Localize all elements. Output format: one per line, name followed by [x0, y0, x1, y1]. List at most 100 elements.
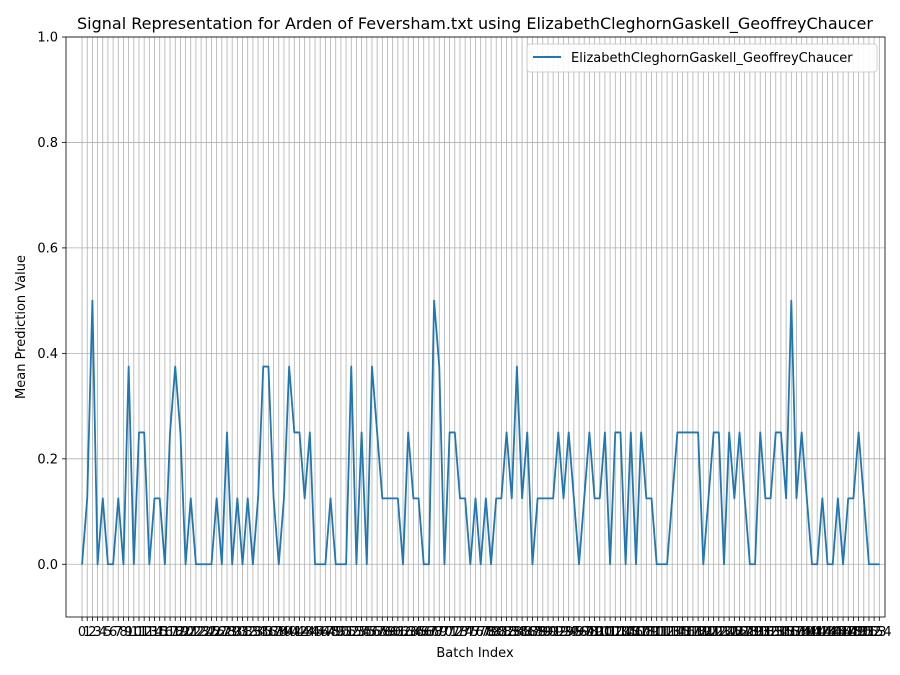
x-tick-label: 153 [862, 625, 887, 640]
x-tick-label: 41 [286, 625, 303, 640]
x-tick-label: 149 [841, 625, 866, 640]
data-point [516, 365, 518, 368]
data-point [231, 563, 233, 565]
data-point [480, 563, 482, 565]
data-point [795, 497, 798, 499]
x-tick-label: 24 [198, 625, 215, 640]
x-tick-label: 7 [114, 625, 122, 640]
x-tick-label: 64 [405, 625, 422, 640]
data-point [148, 563, 150, 565]
data-point [676, 431, 679, 434]
x-tick-label: 145 [820, 625, 845, 640]
data-point [593, 497, 596, 499]
data-point [707, 497, 710, 499]
data-point [640, 431, 642, 434]
x-tick-label: 110 [639, 625, 664, 640]
x-tick-label: 14 [146, 625, 163, 640]
x-tick-label: 32 [239, 625, 256, 640]
legend-box [526, 43, 878, 73]
data-point [583, 497, 585, 499]
data-point [298, 431, 301, 434]
x-tick-label: 96 [571, 625, 588, 640]
x-tick-label: 111 [644, 625, 669, 640]
data-point [759, 431, 761, 434]
x-tick-label: 80 [488, 625, 505, 640]
data-point [449, 431, 451, 434]
data-point [361, 431, 363, 434]
data-point [801, 431, 803, 434]
data-point [221, 563, 223, 565]
x-tick-label: 54 [353, 625, 370, 640]
x-tick-label: 141 [800, 625, 825, 640]
data-point [547, 497, 549, 499]
x-tick-label: 97 [576, 625, 593, 640]
data-point [386, 497, 389, 499]
data-point [329, 497, 332, 499]
data-point [826, 563, 829, 565]
x-tick-label: 52 [343, 625, 360, 640]
data-point [857, 431, 860, 434]
x-tick-label: 42 [291, 625, 308, 640]
x-tick-label: 117 [675, 625, 700, 640]
x-tick-label: 143 [810, 625, 835, 640]
x-tick-label: 36 [260, 625, 277, 640]
y-axis-ticks: 0.0 0.2 0.4 0.6 0.8 1.0 [37, 31, 66, 573]
x-tick-label: 82 [498, 625, 515, 640]
data-point [195, 563, 197, 565]
x-tick-label: 100 [587, 625, 612, 640]
x-tick-label: 2 [88, 625, 96, 640]
chart-title: Signal Representation for Arden of Fever… [77, 14, 873, 34]
data-point [454, 431, 456, 434]
data-point [272, 497, 275, 499]
data-point [371, 365, 373, 368]
data-point [687, 431, 689, 434]
x-tick-label: 59 [379, 625, 396, 640]
x-tick-label: 68 [426, 625, 443, 640]
x-tick-label: 31 [234, 625, 251, 640]
data-point [873, 563, 875, 565]
x-tick-label: 151 [851, 625, 876, 640]
data-point [128, 365, 130, 368]
x-tick-label: 104 [608, 625, 633, 640]
data-point [537, 497, 539, 499]
x-tick-label: 86 [519, 625, 536, 640]
x-tick-label: 112 [649, 625, 674, 640]
x-tick-label: 75 [462, 625, 479, 640]
x-tick-label: 44 [302, 625, 319, 640]
data-point [283, 497, 285, 499]
x-tick-label: 4 [99, 625, 107, 640]
x-tick-label: 134 [763, 625, 788, 640]
data-point [464, 497, 466, 499]
data-point [521, 497, 523, 499]
x-tick-label: 105 [613, 625, 638, 640]
x-tick-label: 121 [696, 625, 721, 640]
data-point [728, 431, 730, 434]
x-tick-label: 84 [509, 625, 526, 640]
x-tick-label: 124 [712, 625, 737, 640]
data-point [335, 563, 337, 565]
x-tick-label: 122 [701, 625, 726, 640]
x-tick-label: 113 [655, 625, 680, 640]
x-tick-label: 102 [598, 625, 623, 640]
data-point [262, 365, 264, 368]
x-tick-label: 65 [410, 625, 427, 640]
x-tick-label: 123 [706, 625, 731, 640]
x-tick-label: 76 [467, 625, 484, 640]
data-point [511, 497, 513, 499]
data-point [133, 563, 135, 565]
data-point [324, 563, 326, 565]
x-tick-label: 78 [478, 625, 495, 640]
x-tick-label: 58 [374, 625, 391, 640]
data-point [236, 497, 238, 499]
data-point [816, 563, 818, 565]
data-point [505, 431, 508, 434]
x-tick-label: 18 [167, 625, 184, 640]
x-axis-label: Batch Index [436, 646, 514, 661]
data-point [174, 365, 176, 368]
x-tick-label: 39 [276, 625, 293, 640]
data-point [578, 563, 580, 565]
legend: ElizabethCleghornGaskell_GeoffreyChaucer [526, 43, 878, 73]
data-point [86, 497, 88, 499]
x-tick-label: 81 [493, 625, 510, 640]
